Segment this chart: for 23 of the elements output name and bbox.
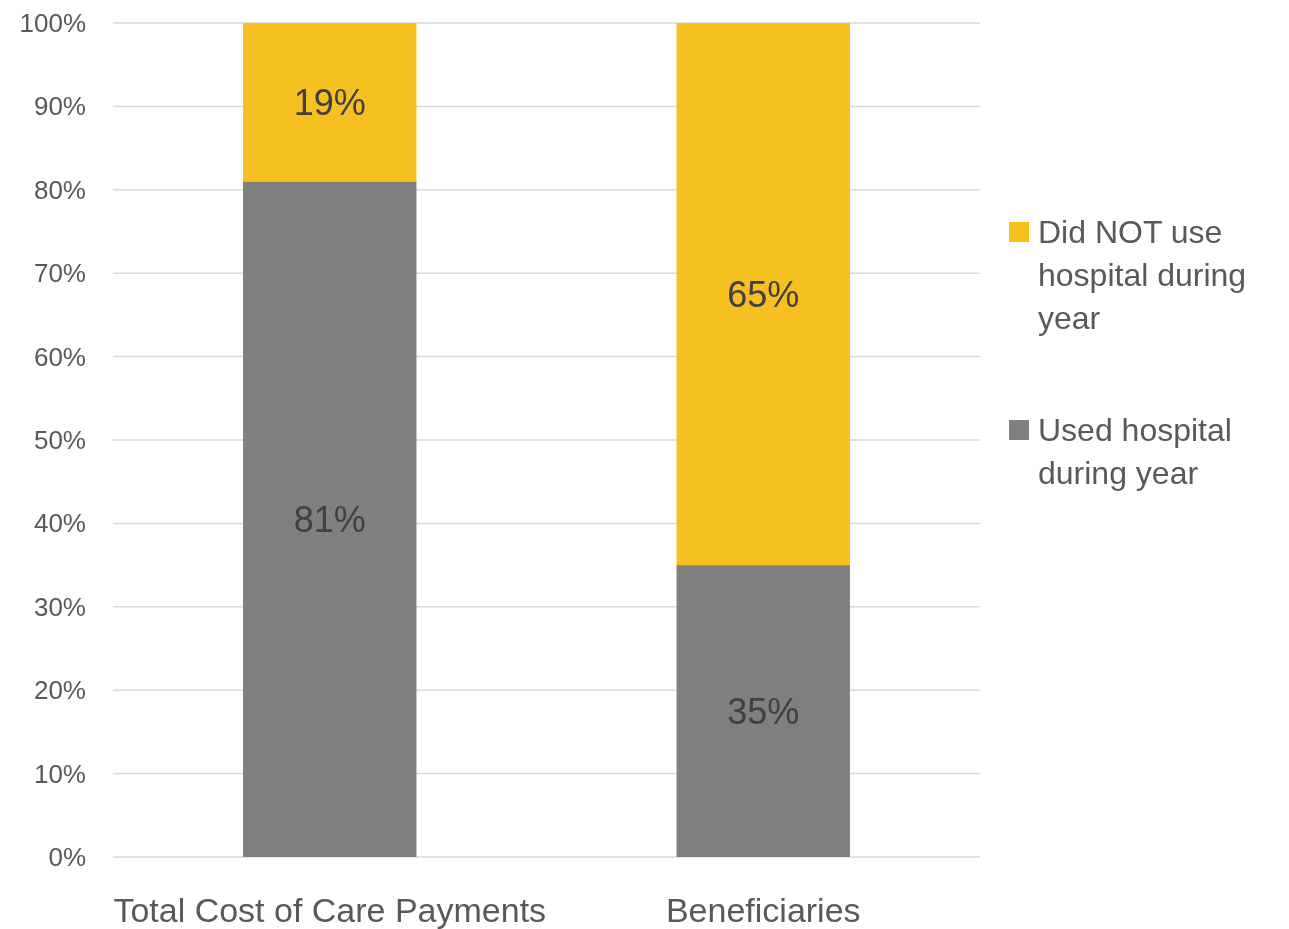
y-tick-label: 90% [33, 91, 86, 122]
data-label: 19% [293, 81, 366, 123]
y-tick-label: 0% [48, 842, 86, 872]
legend-label: Used hospital during year [1038, 412, 1232, 491]
data-label: 65% [727, 273, 800, 315]
y-tick-label: 70% [33, 258, 86, 289]
data-label: 81% [293, 498, 366, 540]
data-label: 35% [727, 690, 800, 732]
y-tick-label: 80% [33, 174, 86, 205]
bar [676, 23, 850, 566]
y-tick-label: 100% [19, 8, 86, 38]
bar [243, 23, 417, 182]
legend-label: Did NOT use hospital during year [1038, 214, 1247, 336]
y-tick-label: 30% [33, 591, 86, 622]
y-tick-label: 40% [33, 508, 86, 539]
y-tick-label: 20% [33, 675, 86, 706]
y-tick-label: 60% [33, 341, 86, 372]
bar [676, 565, 850, 857]
x-tick-label: Beneficiaries [665, 891, 861, 929]
x-tick-label: Total Cost of Care Payments [113, 891, 547, 929]
bar [243, 181, 417, 857]
y-tick-label: 50% [33, 425, 86, 455]
y-tick-label: 10% [33, 758, 86, 789]
